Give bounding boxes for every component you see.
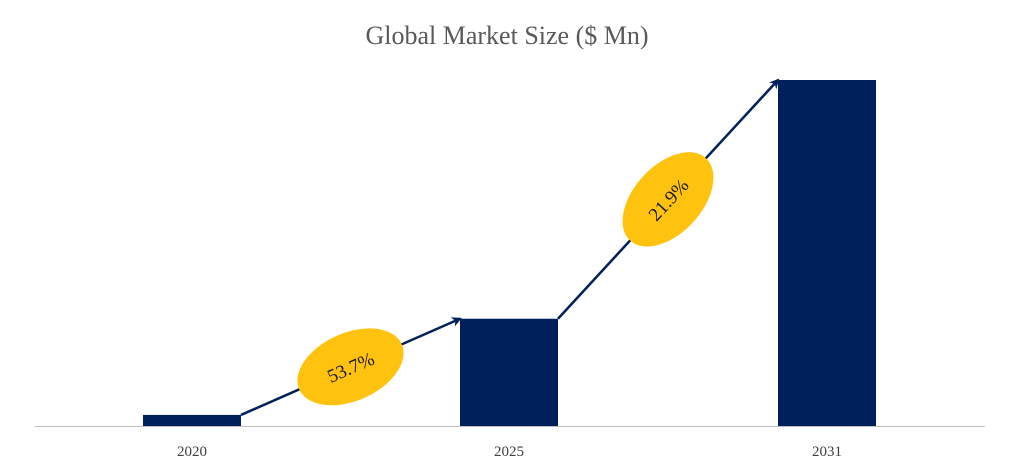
cagr-badge-1: 53.7% — [297, 328, 404, 406]
bar-2020 — [143, 414, 241, 426]
cagr-badge-shape — [622, 152, 714, 247]
bar-2031 — [778, 80, 876, 426]
cagr-badge-shape — [297, 328, 404, 406]
x-tick-label-2020: 2020 — [177, 444, 207, 460]
bar-2025 — [460, 318, 558, 426]
x-tick-label-2025: 2025 — [494, 444, 524, 460]
x-tick-label-2031: 2031 — [812, 444, 842, 460]
chart-title: Global Market Size ($ Mn) — [365, 21, 648, 50]
plot-area: 2020 2025 2031 53.7% 21.9% — [35, 78, 985, 460]
cagr-badge-2: 21.9% — [622, 152, 714, 247]
